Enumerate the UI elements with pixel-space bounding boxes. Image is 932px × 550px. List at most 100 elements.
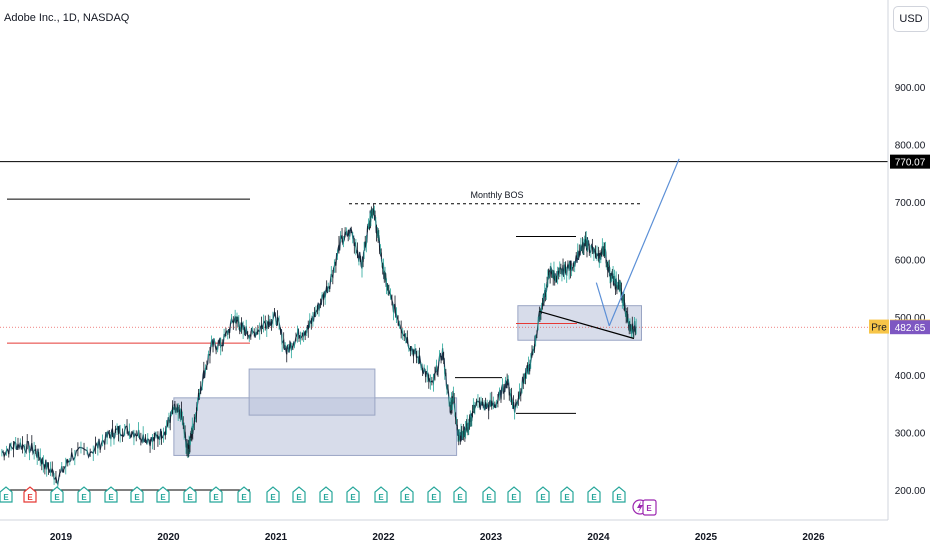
earnings-marker: E <box>183 486 197 503</box>
earnings-marker-glyph: E <box>564 493 570 502</box>
projection-line <box>608 158 680 327</box>
earnings-marker-badge <box>400 486 414 503</box>
pre-tag: Pre <box>871 323 887 334</box>
level-price-tag-bg <box>890 154 930 169</box>
price-tick-label: 600.00 <box>895 256 926 267</box>
price-tick-label: 400.00 <box>895 371 926 382</box>
earnings-marker-glyph: E <box>616 493 622 502</box>
earnings-marker: E <box>292 486 306 503</box>
time-tick-label: 2020 <box>157 532 180 543</box>
price-tick-label: 800.00 <box>895 140 926 151</box>
earnings-marker: E <box>156 486 170 503</box>
earnings-marker: E <box>209 486 223 503</box>
horizontal-lines <box>0 161 888 491</box>
earnings-marker-glyph: E <box>54 493 60 502</box>
earnings-marker-glyph: E <box>81 493 87 502</box>
earnings-marker: E <box>612 486 626 503</box>
earnings-marker-badge <box>346 486 360 503</box>
earnings-marker-glyph: E <box>540 493 546 502</box>
earnings-marker-glyph: E <box>431 493 437 502</box>
earnings-marker-last <box>642 499 657 516</box>
price-tick-label: 700.00 <box>895 198 926 209</box>
price-tick-label: 200.00 <box>895 486 926 497</box>
earnings-marker: E <box>400 486 414 503</box>
earnings-marker: E <box>130 486 144 503</box>
earnings-marker-badge <box>612 486 626 503</box>
earnings-marker-badge <box>50 486 64 503</box>
monthly-bos-label: Monthly BOS <box>470 190 523 200</box>
currency-button[interactable]: USD <box>893 6 929 32</box>
projection-line-leg <box>595 282 610 327</box>
earnings-marker: E <box>453 486 467 503</box>
earnings-marker-badge <box>427 486 441 503</box>
earnings-markers: E E E E E E E E E E E E E E E E E E E E E E E E E <box>0 486 657 516</box>
earnings-marker-glyph: E <box>27 493 33 502</box>
earnings-marker-glyph: E <box>323 493 329 502</box>
earnings-marker-glyph: E <box>457 493 463 502</box>
earnings-marker: E <box>0 486 13 503</box>
chart-title: Adobe Inc., 1D, NASDAQ <box>4 12 130 24</box>
earnings-marker: E <box>23 486 37 503</box>
zone-2 <box>248 368 376 416</box>
earnings-marker: E <box>319 486 333 503</box>
earnings-marker-glyph: E <box>296 493 302 502</box>
time-tick-label: 2023 <box>480 532 503 543</box>
pre-tag-bg <box>869 319 889 334</box>
earnings-marker-glyph: E <box>187 493 193 502</box>
earnings-marker-badge <box>0 486 13 503</box>
earnings-marker-badge <box>292 486 306 503</box>
last-price-tag: 482.65 <box>895 323 926 334</box>
earnings-marker-badge <box>507 486 521 503</box>
time-tick-label: 2026 <box>802 532 825 543</box>
earnings-marker-badge <box>560 486 574 503</box>
trend-line <box>539 310 635 340</box>
price-series <box>1 203 637 488</box>
earnings-marker-glyph: E <box>486 493 492 502</box>
earnings-marker: E <box>560 486 574 503</box>
level-price-tag: 770.07 <box>895 158 926 169</box>
earnings-marker-badge <box>183 486 197 503</box>
earnings-marker-glyph: E <box>213 493 219 502</box>
earnings-marker-badge <box>130 486 144 503</box>
last-price-tag-bg <box>890 320 930 335</box>
earnings-marker: E <box>346 486 360 503</box>
time-tick-label: 2022 <box>372 532 395 543</box>
earnings-marker: E <box>374 486 388 503</box>
earnings-marker-glyph: E <box>404 493 410 502</box>
earnings-marker: E <box>587 486 601 503</box>
earnings-marker-badge <box>482 486 496 503</box>
earnings-marker: E <box>536 486 550 503</box>
earnings-marker-badge <box>104 486 118 503</box>
earnings-marker: E <box>237 486 251 503</box>
earnings-marker: E <box>104 486 118 503</box>
price-tick-label: 500.00 <box>895 313 926 324</box>
price-tick-label: 900.00 <box>895 83 926 94</box>
earnings-marker: E <box>266 486 280 503</box>
earnings-marker-glyph: E <box>3 493 9 502</box>
earnings-marker: E <box>427 486 441 503</box>
earnings-marker-badge <box>374 486 388 503</box>
price-tick-label: 300.00 <box>895 428 926 439</box>
earnings-marker: E <box>50 486 64 503</box>
time-tick-label: 2024 <box>587 532 610 543</box>
earnings-marker-glyph: E <box>241 493 247 502</box>
earnings-marker-glyph: E <box>511 493 517 502</box>
earnings-marker-badge <box>156 486 170 503</box>
earnings-marker-badge <box>23 486 37 503</box>
earnings-marker: E <box>507 486 521 503</box>
time-tick-label: 2021 <box>265 532 288 543</box>
earnings-marker-glyph: E <box>134 493 140 502</box>
earnings-marker-glyph: E <box>270 493 276 502</box>
earnings-marker-glyph: E <box>378 493 384 502</box>
earnings-marker-glyph: E <box>108 493 114 502</box>
time-tick-label: 2019 <box>50 532 73 543</box>
time-tick-label: 2025 <box>695 532 718 543</box>
earnings-marker-badge <box>77 486 91 503</box>
earnings-marker-badge <box>319 486 333 503</box>
earnings-marker-last-glyph: E <box>646 504 652 513</box>
earnings-marker: E <box>77 486 91 503</box>
earnings-marker-badge <box>453 486 467 503</box>
earnings-marker: E <box>482 486 496 503</box>
